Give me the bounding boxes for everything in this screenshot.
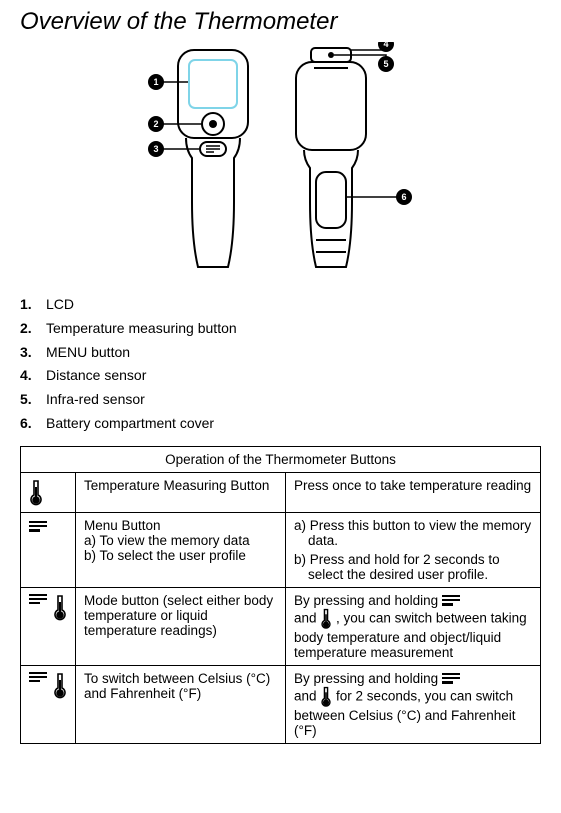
cell-icon	[21, 587, 76, 665]
thermometer-rear: 4 5 6	[286, 42, 436, 277]
table-row: To switch between Celsius (°C) and Fahre…	[21, 665, 541, 743]
cell-name: To switch between Celsius (°C) and Fahre…	[76, 665, 286, 743]
thermometer-icon	[29, 479, 43, 507]
callout-1: 1	[153, 77, 158, 87]
thermometer-diagram: 1 2 3 4 5	[20, 42, 541, 277]
thermometer-icon	[320, 686, 332, 708]
cell-desc: Press once to take temperature reading	[286, 472, 541, 512]
list-item: 4.Distance sensor	[20, 364, 541, 388]
cell-name: Temperature Measuring Button	[76, 472, 286, 512]
menu-icon	[29, 672, 47, 685]
list-item: 5.Infra-red sensor	[20, 388, 541, 412]
table-row: Menu Button a) To view the memory data b…	[21, 512, 541, 587]
thermometer-icon	[53, 672, 67, 700]
menu-icon	[442, 595, 460, 608]
callout-3: 3	[153, 144, 158, 154]
cell-name: Menu Button a) To view the memory data b…	[76, 512, 286, 587]
menu-icon	[442, 673, 460, 686]
cell-icon	[21, 665, 76, 743]
menu-icon	[29, 594, 47, 607]
list-item: 3.MENU button	[20, 341, 541, 365]
cell-desc: a) Press this button to view the memory …	[286, 512, 541, 587]
cell-icon	[21, 512, 76, 587]
cell-name: Mode button (select either body temperat…	[76, 587, 286, 665]
cell-desc: By pressing and holding and for 2 second…	[286, 665, 541, 743]
cell-desc: By pressing and holding and , you can sw…	[286, 587, 541, 665]
page-title: Overview of the Thermometer	[20, 8, 541, 36]
list-item: 2.Temperature measuring button	[20, 317, 541, 341]
callout-2: 2	[153, 119, 158, 129]
parts-list: 1.LCD 2.Temperature measuring button 3.M…	[20, 293, 541, 436]
callout-4: 4	[383, 42, 388, 49]
list-item: 6.Battery compartment cover	[20, 412, 541, 436]
callout-5: 5	[383, 59, 388, 69]
table-row: Mode button (select either body temperat…	[21, 587, 541, 665]
thermometer-front: 1 2 3	[126, 42, 256, 277]
thermometer-icon	[53, 594, 67, 622]
list-item: 1.LCD	[20, 293, 541, 317]
operations-table: Operation of the Thermometer Buttons Tem…	[20, 446, 541, 744]
menu-icon	[29, 521, 47, 534]
callout-6: 6	[401, 192, 406, 202]
cell-icon	[21, 472, 76, 512]
thermometer-icon	[320, 608, 332, 630]
table-header: Operation of the Thermometer Buttons	[21, 446, 541, 472]
table-row: Temperature Measuring Button Press once …	[21, 472, 541, 512]
